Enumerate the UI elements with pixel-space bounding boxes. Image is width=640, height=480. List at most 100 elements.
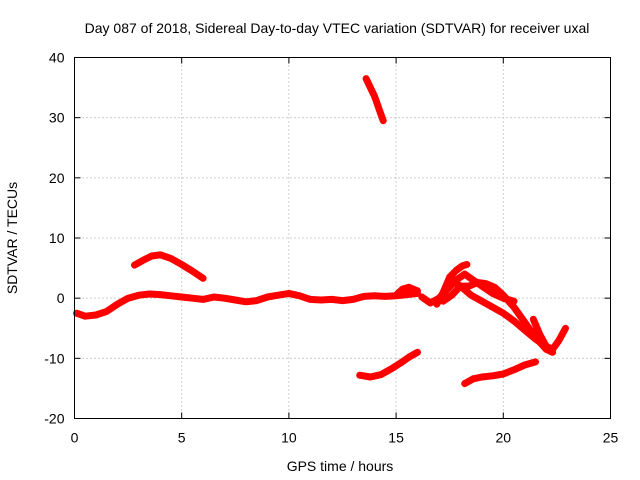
data-point [532,336,539,343]
x-tick-label: 15 [388,430,404,446]
x-tick-label: 5 [178,430,186,446]
data-point [371,292,378,299]
plot-frame [74,57,611,419]
x-tick-label: 25 [603,430,619,446]
data-point [114,301,121,308]
tick-labels: 0 5 10 15 20 25 -20 -10 0 10 20 30 40 [44,50,618,446]
data-point [511,304,518,311]
data-point [135,292,142,299]
data-point [521,327,528,334]
data-point [328,296,335,303]
data-point [461,271,468,278]
data-point [189,268,196,275]
data-point [478,298,485,305]
data-point [375,105,382,112]
data-point [131,262,138,269]
data-point [371,93,378,100]
data-point [350,296,357,303]
data-point [470,375,477,382]
data-point [125,295,132,302]
data-point [453,267,460,274]
y-tick-label: 0 [57,290,65,306]
data-point [556,337,563,344]
data-point [210,293,217,300]
data-point [253,297,260,304]
data-point [530,316,537,323]
data-point [167,292,174,299]
chart-title: Day 087 of 2018, Sidereal Day-to-day VTE… [85,20,590,36]
data-point [500,292,507,299]
data-point [474,279,481,286]
data-point [532,358,539,365]
y-tick-label: -10 [44,350,64,366]
data-point [414,287,421,294]
data-point [367,373,374,380]
data-point [232,296,239,303]
data-point [73,310,80,317]
data-point [521,361,528,368]
x-tick-label: 20 [496,430,512,446]
data-point [382,293,389,300]
data-point [148,253,155,260]
data-point [167,255,174,262]
y-tick-label: 10 [49,230,65,246]
data-point [146,290,153,297]
data-point [405,284,412,291]
data-point [448,292,455,299]
data-point [140,257,147,264]
data-point [296,292,303,299]
data-point [393,292,400,299]
data-point [82,313,89,320]
data-point [403,291,410,298]
data-point [103,308,110,315]
series-arc-3 [362,75,387,125]
data-point [478,373,485,380]
data-point [489,290,496,297]
y-axis-label: SDTVAR / TECUs [4,182,20,294]
data-point [318,296,325,303]
data-point [491,284,498,291]
data-point [189,295,196,302]
data-point [483,280,490,287]
data-point [448,277,455,284]
data-point [463,261,470,268]
data-point [275,292,282,299]
data-point [414,349,421,356]
data-point [264,293,271,300]
data-point [405,354,412,361]
data-point [339,297,346,304]
data-point [200,275,207,282]
data-point [457,283,464,290]
data-point [461,380,468,387]
x-axis-label: GPS time / hours [287,458,394,474]
data-point [221,295,228,302]
data-point [468,292,475,299]
data-point [440,289,447,296]
x-tick-label: 10 [281,430,297,446]
data-point [500,310,507,317]
data-point [157,291,164,298]
data-point [500,370,507,377]
data-point [511,366,518,373]
data-point [388,365,395,372]
data-point [92,312,99,319]
data-point [178,293,185,300]
data-point [178,261,185,268]
data-point [511,318,518,325]
data-point [157,251,164,258]
data-traces [73,75,569,388]
data-point [356,372,363,379]
data-point [521,319,528,326]
data-point [536,331,543,338]
data-point [399,286,406,293]
data-point [397,360,404,367]
data-point [360,293,367,300]
data-point [549,346,556,353]
data-point [367,84,374,91]
data-point [489,304,496,311]
series-arc-9 [448,276,550,350]
data-point [307,296,314,303]
data-point [418,293,425,300]
y-tick-label: 20 [49,170,65,186]
data-point [200,296,207,303]
